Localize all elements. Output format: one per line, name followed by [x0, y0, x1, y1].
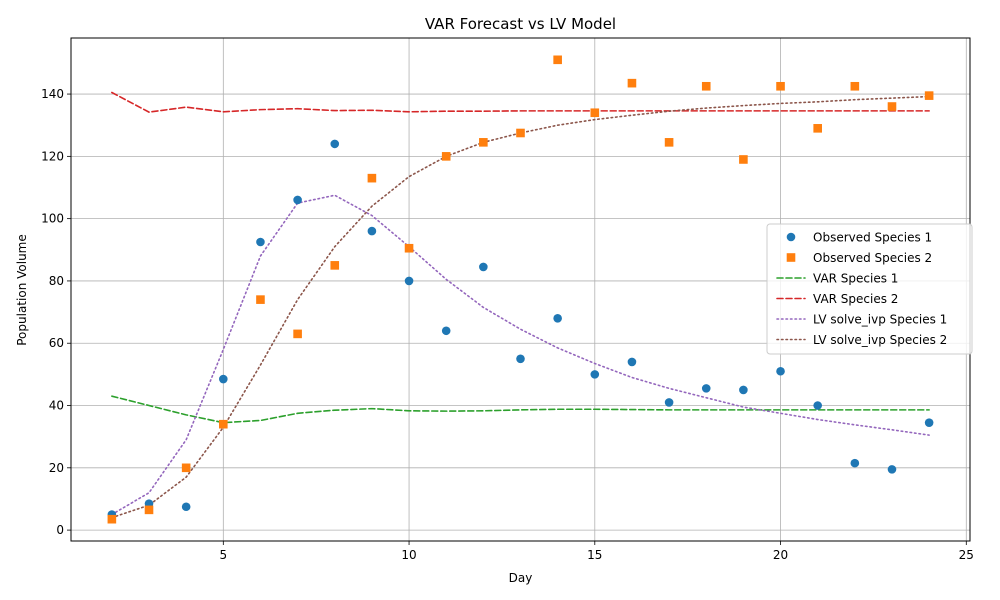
series-1-point	[664, 138, 674, 147]
legend-swatch	[786, 253, 796, 262]
series-line-2	[111, 395, 930, 424]
series-0-point	[701, 384, 711, 393]
series-1-point	[590, 108, 600, 118]
series-1-point	[181, 463, 191, 473]
series-0-point	[516, 354, 525, 364]
series-1-point	[516, 128, 525, 138]
legend-label: LV solve_ivp Species 1	[813, 313, 947, 327]
series-1-point	[441, 152, 451, 161]
series-0-point	[330, 139, 340, 149]
series-0-point	[441, 326, 451, 336]
y-tick-label: 40	[49, 399, 64, 413]
legend-box	[766, 223, 973, 355]
series-0-point	[293, 195, 302, 205]
series-0-point	[219, 374, 228, 384]
legend: Observed Species 1 Observed Species 2 VAR …	[766, 223, 973, 355]
series-0-point	[479, 262, 488, 272]
y-tick-label: 120	[41, 149, 64, 163]
series-0-point	[367, 226, 377, 236]
series-line-3	[111, 91, 930, 113]
legend-label: LV solve_ivp Species 2	[813, 333, 947, 347]
series-1-point	[924, 91, 934, 100]
series-layer	[107, 55, 934, 524]
series-0-point	[813, 401, 822, 410]
series-1-point	[404, 243, 414, 253]
y-tick-label: 100	[41, 212, 64, 226]
series-1-point	[739, 155, 748, 164]
series-1-point	[219, 419, 228, 429]
series-1-point	[330, 261, 340, 270]
y-tick-label: 0	[56, 523, 64, 537]
series-1-point	[627, 78, 637, 88]
x-tick-label: 5	[219, 548, 227, 562]
y-tick-label: 140	[41, 87, 64, 101]
series-1-point	[776, 81, 785, 91]
series-0-point	[887, 465, 897, 474]
x-tick-label: 10	[401, 548, 416, 562]
series-0-point	[553, 314, 562, 323]
series-0-point	[590, 370, 600, 379]
series-1-point	[107, 514, 117, 524]
legend-label: VAR Species 2	[813, 292, 898, 306]
y-tick-label: 20	[49, 461, 64, 475]
series-0-point	[256, 237, 265, 247]
series-0-point	[776, 366, 785, 376]
legend-label: Observed Species 1	[813, 231, 932, 245]
series-1-point	[367, 173, 377, 183]
y-tick-label: 60	[49, 336, 64, 350]
series-1-point	[813, 124, 822, 133]
series-1-point	[850, 81, 860, 91]
series-1-point	[479, 138, 488, 147]
legend-label: Observed Species 2	[813, 251, 932, 265]
y-tick-label: 80	[49, 274, 64, 288]
series-0-point	[627, 357, 637, 367]
chart-title: VAR Forecast vs LV Model	[425, 15, 616, 33]
series-0-point	[924, 418, 934, 427]
series-0-point	[850, 458, 860, 468]
series-1-point	[144, 505, 154, 515]
series-1-point	[293, 329, 302, 339]
series-1-point	[887, 102, 897, 111]
x-tick-label: 15	[587, 548, 602, 562]
series-0-point	[664, 398, 674, 407]
series-0-point	[181, 502, 191, 512]
x-tick-label: 20	[773, 548, 788, 562]
legend-swatch	[786, 232, 796, 242]
x-axis-label: Day	[509, 571, 533, 585]
y-axis-label: Population Volume	[15, 234, 29, 346]
series-0-point	[739, 385, 748, 395]
series-1-point	[256, 295, 265, 304]
series-line-4	[111, 194, 930, 516]
series-1-point	[553, 55, 562, 65]
x-tick-label: 25	[959, 548, 974, 562]
legend-label: VAR Species 1	[813, 272, 898, 286]
series-1-point	[701, 81, 711, 91]
axis-ticks: 5 10 15 20 25 0 20 40 60 80 100 120 140	[41, 87, 974, 562]
series-0-point	[404, 276, 414, 286]
